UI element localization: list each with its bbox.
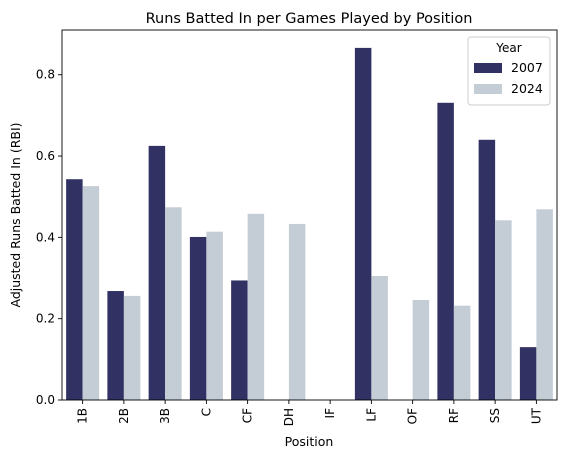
x-ticks: 1B 2B 3B C CF DH IF LF OF RF SS UT <box>76 400 544 426</box>
legend-swatch-2007 <box>474 63 502 73</box>
bar-2007-RF <box>437 103 454 400</box>
chart-title: Runs Batted In per Games Played by Posit… <box>146 11 473 27</box>
x-tick-label-DH: DH <box>282 408 296 426</box>
bar-2024-LF <box>371 276 388 400</box>
bar-2024-RF <box>454 306 471 400</box>
x-tick-label-RF: RF <box>447 408 461 423</box>
bar-2024-OF <box>413 300 430 400</box>
bar-2007-1B <box>66 179 83 400</box>
y-axis-label: Adjusted Runs Batted In (RBI) <box>8 122 23 307</box>
y-tick-label-3: 0.6 <box>36 149 55 163</box>
bar-2007-C <box>190 237 207 400</box>
legend-label-2007: 2007 <box>511 60 543 75</box>
bar-2007-2B <box>107 291 124 400</box>
y-tick-label-1: 0.2 <box>36 312 55 326</box>
bar-2024-3B <box>165 207 182 400</box>
legend-swatch-2024 <box>474 84 502 94</box>
x-axis-label: Position <box>285 434 334 449</box>
bar-2024-DH <box>289 224 306 400</box>
bar-2007-CF <box>231 280 248 400</box>
y-tick-label-4: 0.8 <box>36 68 55 82</box>
bar-2007-UT <box>520 347 537 400</box>
bar-2024-SS <box>495 220 512 400</box>
legend-label-2024: 2024 <box>511 81 543 96</box>
x-tick-label-CF: CF <box>241 408 255 423</box>
bar-2024-C <box>206 232 223 400</box>
legend-title: Year <box>495 41 521 55</box>
x-tick-label-SS: SS <box>488 408 502 423</box>
x-tick-label-LF: LF <box>364 408 378 422</box>
bar-2007-SS <box>479 140 496 400</box>
bar-2007-LF <box>355 48 372 400</box>
bar-2024-CF <box>248 214 265 400</box>
y-tick-label-2: 0.4 <box>36 230 55 244</box>
bar-2024-1B <box>83 186 100 400</box>
y-ticks: 0.0 0.2 0.4 0.6 0.8 <box>36 68 62 407</box>
y-tick-label-0: 0.0 <box>36 393 55 407</box>
bar-2024-2B <box>124 296 141 400</box>
bar-2024-UT <box>536 209 553 400</box>
x-tick-label-1B: 1B <box>76 408 90 424</box>
legend: Year 2007 2024 <box>468 37 550 105</box>
x-tick-label-3B: 3B <box>158 408 172 424</box>
x-tick-label-2B: 2B <box>117 408 131 424</box>
x-tick-label-OF: OF <box>406 408 420 424</box>
bar-2007-3B <box>149 146 166 400</box>
x-tick-label-C: C <box>199 408 213 416</box>
x-tick-label-IF: IF <box>323 408 337 419</box>
x-tick-label-UT: UT <box>529 407 543 424</box>
